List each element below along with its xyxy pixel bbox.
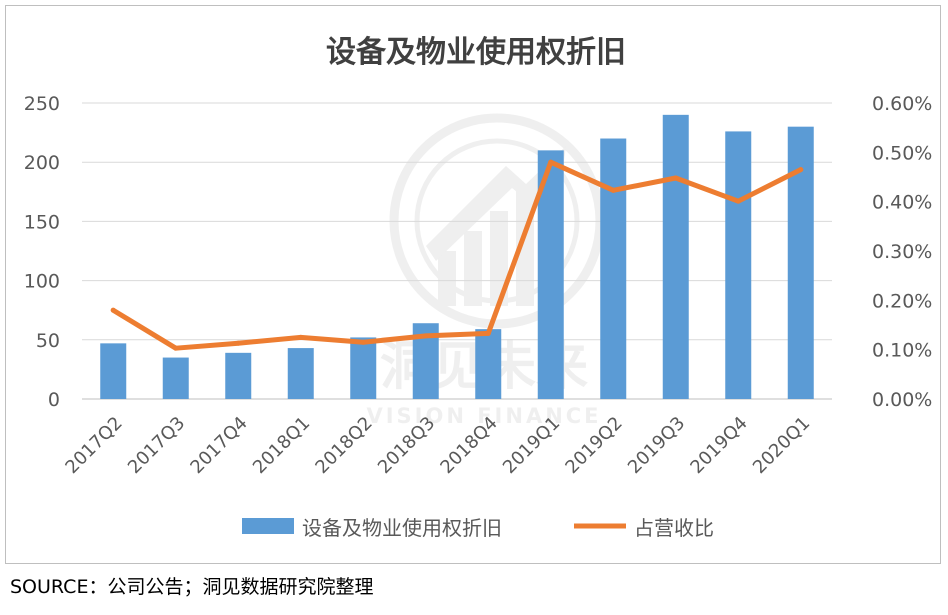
bar-2017Q3: [162, 357, 189, 399]
gridlines: [82, 102, 832, 400]
y-left-tick-label: 200: [24, 152, 60, 174]
x-tick-label: 2018Q2: [311, 413, 376, 478]
bar-2018Q2: [350, 337, 377, 399]
bar-2019Q4: [725, 131, 752, 399]
y-right-tick-label: 0.10%: [872, 340, 932, 362]
y-right-tick-label: 0.30%: [872, 241, 932, 263]
y-axis-left: 0 50 100 150 200 250: [24, 93, 60, 411]
y-axis-right: 0.00% 0.10% 0.20% 0.30% 0.40% 0.50% 0.60%: [872, 93, 932, 411]
line-point-2019Q3: [673, 175, 679, 181]
line-point-2019Q1: [548, 159, 554, 165]
line-point-2017Q4: [235, 340, 241, 346]
x-tick-label: 2020Q1: [749, 413, 814, 478]
y-right-tick-label: 0.40%: [872, 192, 932, 214]
line-point-2019Q2: [610, 187, 616, 193]
legend-bar-swatch: [242, 518, 294, 534]
bar-2019Q2: [600, 138, 627, 399]
y-left-tick-label: 50: [36, 330, 60, 352]
x-tick-label: 2017Q2: [61, 413, 126, 478]
bar-2019Q3: [662, 114, 689, 399]
x-tick-label: 2017Q4: [186, 413, 251, 478]
y-left-tick-label: 250: [24, 93, 60, 115]
y-left-tick-label: 100: [24, 271, 60, 293]
legend-line-label: 占营收比: [634, 516, 714, 540]
y-right-tick-label: 0.20%: [872, 290, 932, 312]
line-point-2019Q4: [735, 198, 741, 204]
x-tick-label: 2019Q4: [686, 413, 751, 478]
y-left-tick-label: 0: [48, 389, 60, 411]
line-point-2018Q4: [485, 330, 491, 336]
legend: 设备及物业使用权折旧 占营收比: [242, 516, 714, 540]
line-point-2018Q2: [360, 339, 366, 345]
legend-bar-label: 设备及物业使用权折旧: [302, 516, 502, 540]
chart-frame: 洞见未来 VISION FINANCE 设备及物业使用权折旧 050100150…: [5, 5, 941, 564]
line-point-2020Q1: [798, 167, 804, 173]
bar-2017Q2: [100, 343, 127, 399]
line-series: [110, 159, 804, 351]
line-point-2018Q1: [298, 334, 304, 340]
chart-title: 设备及物业使用权折旧: [326, 35, 626, 70]
y-right-tick-label: 0.50%: [872, 142, 932, 164]
line-point-2018Q3: [423, 333, 429, 339]
bar-2017Q4: [225, 352, 252, 399]
line-point-2017Q3: [173, 345, 179, 351]
y-left-tick-label: 150: [24, 211, 60, 233]
line-point-2017Q2: [110, 307, 116, 313]
bar-2018Q4: [475, 329, 502, 399]
x-tick-label: 2017Q3: [124, 413, 189, 478]
y-right-tick-label: 0.60%: [872, 93, 932, 115]
x-tick-label: 2019Q3: [624, 413, 689, 478]
watermark-english-text: VISION FINANCE: [366, 404, 601, 428]
combo-chart: 洞见未来 VISION FINANCE 设备及物业使用权折旧 050100150…: [24, 35, 933, 540]
y-right-tick-label: 0.00%: [872, 389, 932, 411]
line-ratio: [110, 159, 804, 351]
bar-2018Q1: [287, 348, 314, 399]
source-note: SOURCE：公司公告；洞见数据研究院整理: [10, 576, 374, 598]
x-tick-label: 2018Q1: [249, 413, 314, 478]
